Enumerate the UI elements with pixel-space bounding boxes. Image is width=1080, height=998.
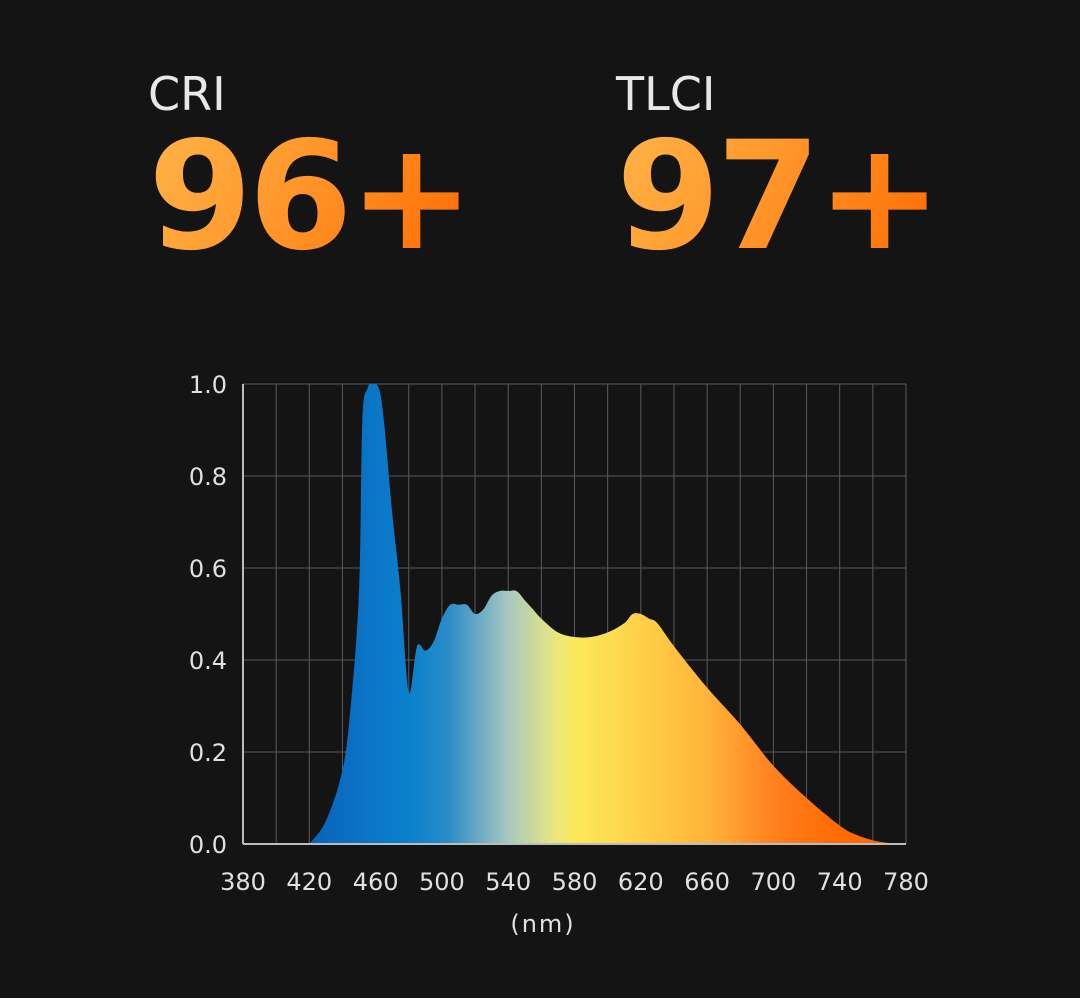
tlci-metric: TLCI 97+ [616,64,942,284]
y-tick-label: 0.0 [189,831,227,859]
spectrum-area [309,383,906,844]
x-tick-label: 660 [684,868,730,896]
x-tick-label: 380 [220,868,266,896]
spectrum-chart: 380 420 460 500 540 580 620 660 700 740 780 0.0 0.2 0… [0,360,1080,960]
x-tick-label: 420 [286,868,332,896]
y-tick-label: 0.6 [189,555,227,583]
y-tick-label: 1.0 [189,371,227,399]
cri-metric: CRI 96+ [148,64,474,284]
y-tick-label: 0.4 [189,647,227,675]
x-tick-label: 740 [817,868,863,896]
tlci-value: 97+ [616,110,942,284]
y-tick-label: 0.2 [189,739,227,767]
tlci-label: TLCI [616,67,716,121]
chart-axes [242,384,906,845]
x-tick-label: 620 [618,868,664,896]
x-tick-label: 700 [750,868,796,896]
x-axis-label: (nm) [510,910,575,938]
y-tick-label: 0.8 [189,463,227,491]
cri-label: CRI [148,67,226,121]
spectrum-chart-svg: 380 420 460 500 540 580 620 660 700 740 780 0.0 0.2 0… [189,371,929,938]
x-tick-label: 580 [552,868,598,896]
x-tick-label: 540 [485,868,531,896]
x-tick-label: 500 [419,868,465,896]
chart-tick-labels: 380 420 460 500 540 580 620 660 700 740 780 0.0 0.2 0… [189,371,929,896]
x-tick-label: 460 [353,868,399,896]
cri-value: 96+ [148,110,474,284]
x-tick-label: 780 [883,868,929,896]
